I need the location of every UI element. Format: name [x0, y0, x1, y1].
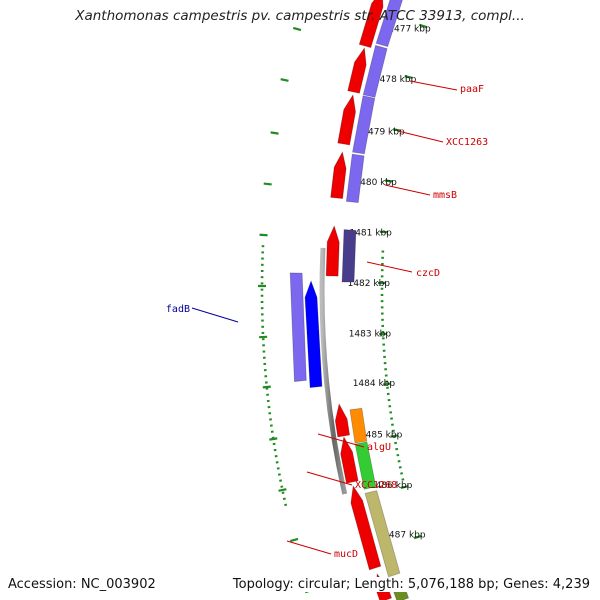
gene-feature[interactable] [289, 272, 307, 383]
gene-label[interactable]: czcD [416, 268, 440, 279]
gene-feature[interactable] [345, 153, 365, 204]
gene-feature[interactable] [349, 407, 368, 444]
tick-label: 1482 kbp [348, 279, 391, 289]
tick-label: 1483 kbp [349, 330, 392, 340]
inner-tick-ring [260, 245, 288, 508]
cds-feature[interactable] [347, 46, 367, 94]
genome-backbone [319, 247, 348, 495]
cds-feature[interactable] [325, 224, 340, 277]
cds-feature[interactable] [340, 435, 359, 484]
tick-label: 1484 kbp [353, 379, 396, 389]
inner-tick-mark [292, 26, 302, 32]
gene-label[interactable]: mucD [334, 549, 358, 560]
outer-tick-mark [383, 382, 392, 386]
cds-feature[interactable] [337, 93, 356, 146]
outer-tick-mark [404, 74, 413, 80]
outer-tick-mark [392, 128, 402, 132]
cds-feature[interactable] [304, 279, 323, 389]
gene-label[interactable]: mmsB [433, 190, 457, 201]
cds-feature[interactable] [330, 150, 347, 200]
inner-tick-mark [270, 131, 279, 135]
gene-label[interactable]: paaF [460, 84, 484, 95]
tick-label: 1477 kbp [388, 24, 431, 34]
cds-feature[interactable] [350, 484, 382, 571]
gene-feature[interactable] [354, 441, 377, 490]
gene-label-connector [409, 80, 458, 91]
outer-tick-mark [400, 485, 409, 489]
gene-feature[interactable] [375, 0, 405, 48]
gene-label[interactable]: XCC1268 [355, 480, 397, 491]
inner-tick-mark [263, 182, 272, 186]
tick-label: 1479 kbp [362, 128, 405, 138]
gene-label-connector [306, 471, 353, 486]
gene-label-connector [317, 433, 365, 448]
gene-label-connector [384, 184, 431, 196]
outer-tick-mark [418, 23, 428, 29]
gene-label-connector [191, 307, 239, 323]
tick-label: 1480 kbp [354, 178, 397, 188]
tick-label: 1481 kbp [349, 229, 392, 239]
inner-tick-mark [262, 385, 271, 389]
map-title: Xanthomonas campestris pv. campestris st… [75, 8, 525, 24]
accession-text: Accession: NC_003902 [8, 577, 156, 592]
gene-label-connector [366, 261, 413, 273]
gene-feature[interactable] [364, 490, 401, 578]
gene-label[interactable]: XCC1263 [446, 137, 488, 148]
gene-label[interactable]: fadB [166, 304, 190, 315]
tick-label: 1478 kbp [374, 75, 417, 85]
inner-tick-mark [278, 488, 287, 492]
cds-feature[interactable] [358, 0, 384, 49]
outer-tick-mark [413, 534, 423, 540]
tick-label: 1486 kbp [370, 481, 413, 491]
tick-label: 1485 kbp [360, 431, 403, 441]
inner-tick-mark [269, 437, 278, 441]
inner-tick-mark [290, 537, 299, 543]
outer-tick-mark [390, 434, 399, 438]
gene-label-connector [286, 540, 332, 555]
outer-tick-mark [379, 230, 389, 234]
outer-tick-mark [384, 179, 393, 183]
inner-tick-mark [280, 78, 289, 82]
topology-text: Topology: circular; Length: 5,076,188 bp… [232, 577, 590, 592]
tick-label: 1487 kbp [383, 531, 426, 541]
gene-label[interactable]: algU [367, 442, 391, 453]
gene-label-connector [397, 130, 444, 143]
gene-feature[interactable] [352, 95, 376, 155]
gene-feature[interactable] [341, 229, 357, 283]
cds-feature[interactable] [334, 402, 351, 438]
gene-feature[interactable] [362, 44, 388, 98]
